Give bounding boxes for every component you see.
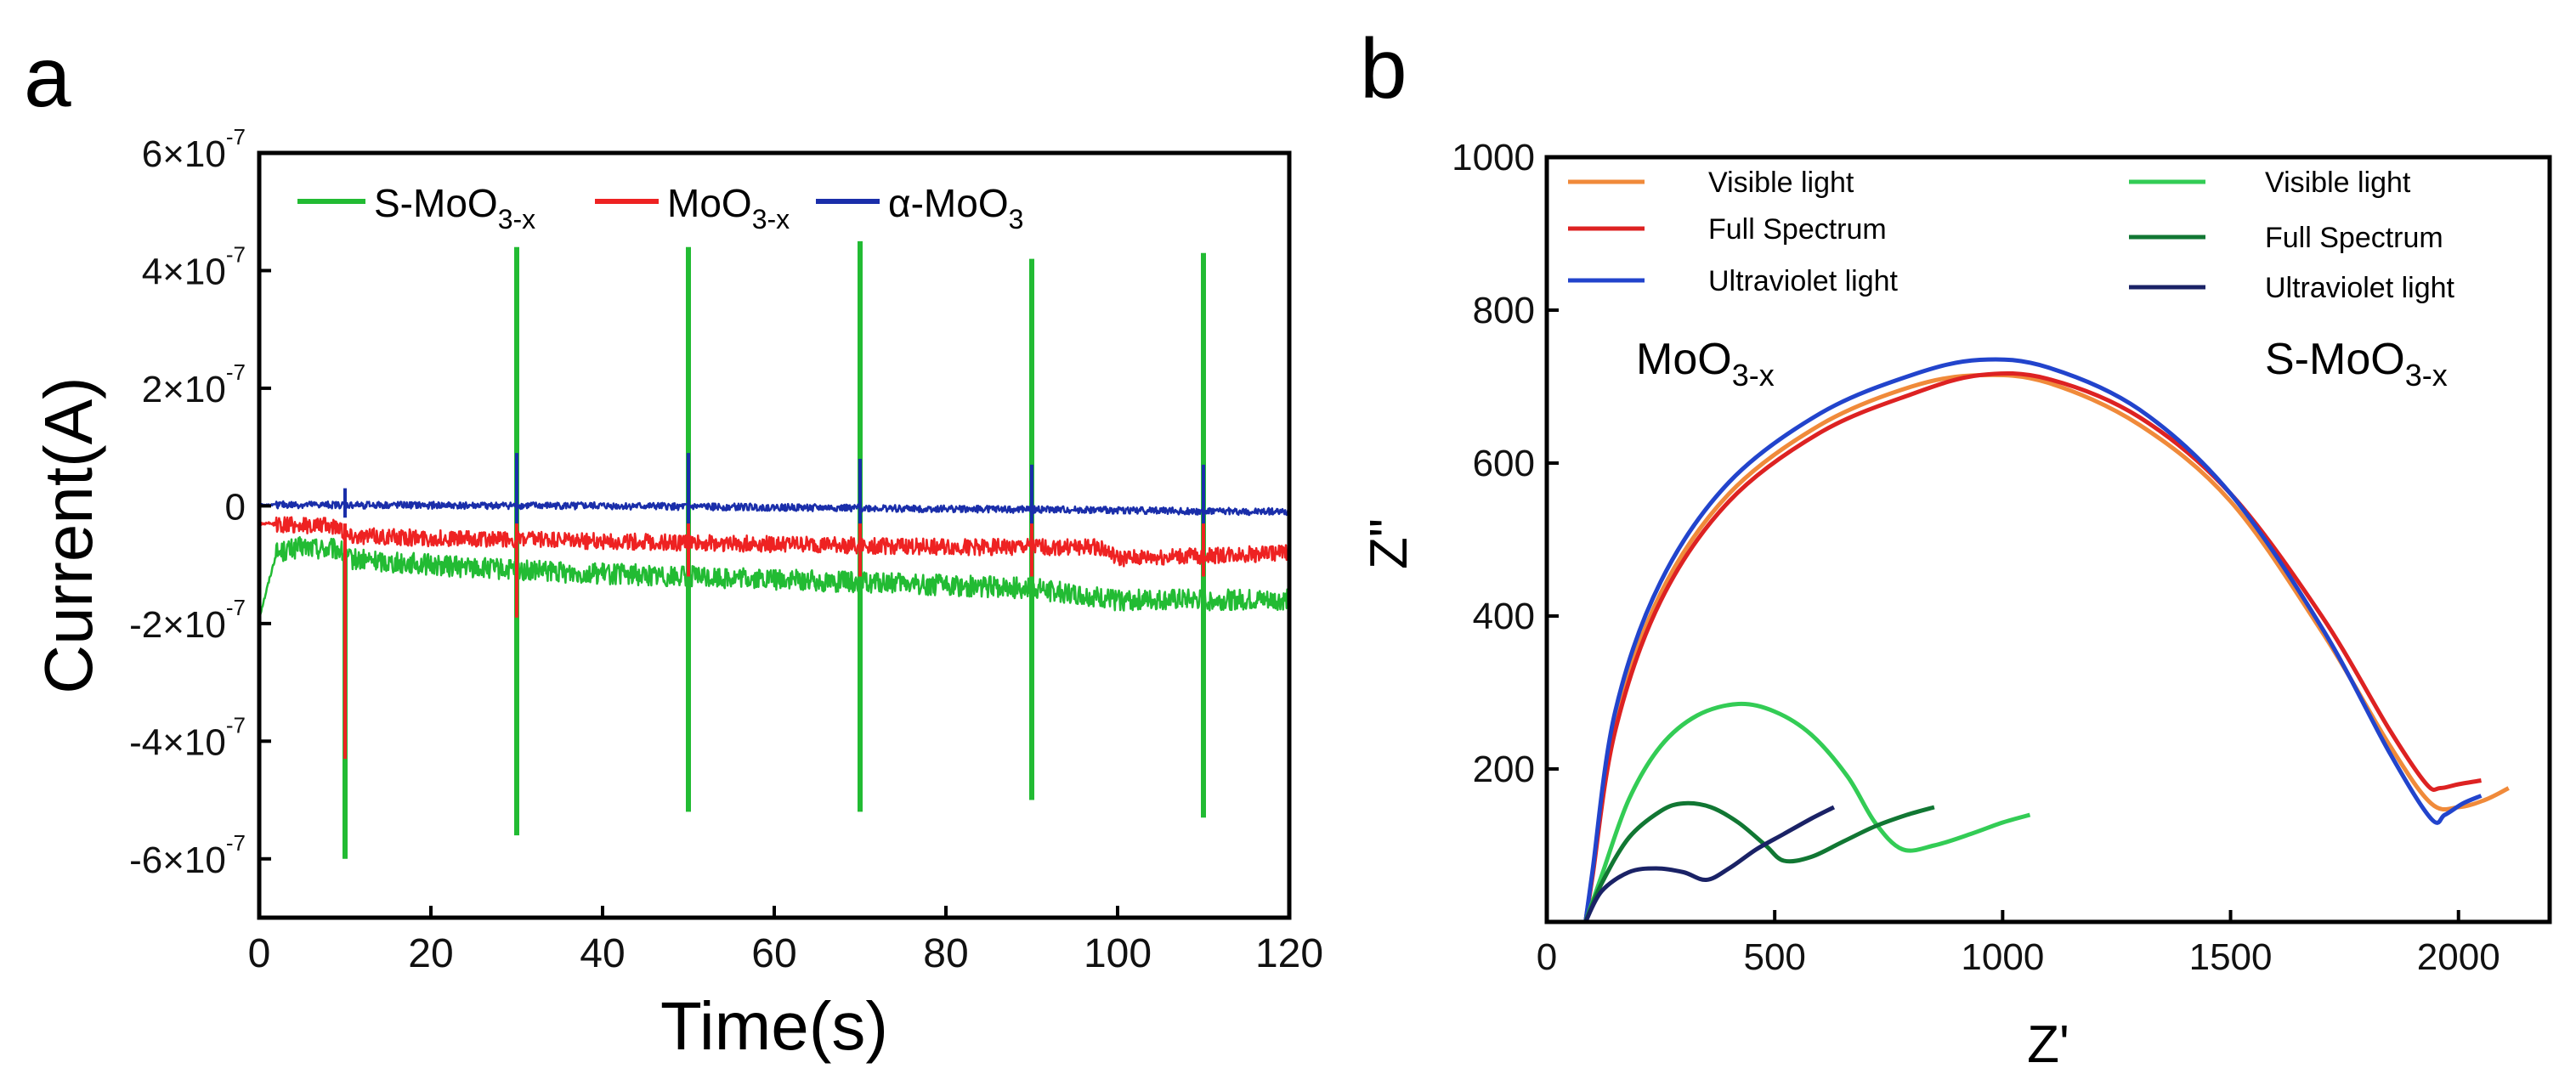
legend-b-label-smoo3x-visible: Visible light [2265, 167, 2411, 199]
legend-b-label-moo3x-visible: Visible light [1708, 167, 1854, 199]
chart-a-ytick-label: 4×10-7 [142, 241, 246, 292]
legend-a-label-alpha-moo3: α-MoO3 [888, 181, 1023, 235]
chart-b-legend: Visible light Full Spectrum Ultraviolet … [1568, 167, 2455, 304]
series-moo3-x-line [258, 516, 1291, 568]
chart-a-ylabel: Current(A) [31, 376, 106, 693]
chart-b-ytick-label: 400 [1473, 596, 1535, 637]
annotation-moo3x: MoO3-x [1636, 335, 1775, 393]
chart-b-xtick-label: 1500 [2189, 936, 2273, 978]
legend-b-label-moo3x-uv: Ultraviolet light [1708, 265, 1899, 297]
chart-b-xtick-label: 2000 [2417, 936, 2500, 978]
chart-b-ytick-label: 200 [1473, 749, 1535, 790]
series-s-moo3-x-ultraviolet-light-line [1583, 805, 1836, 924]
series-moo3-line [258, 500, 1291, 517]
chart-a: 0 20 40 60 80 100 120 6×10-7 4×10-7 2×10-7 0 -2×10-… [31, 124, 1323, 1064]
chart-b-xtick-label: 500 [1743, 936, 1805, 978]
chart-a-ytick-label: -4×10-7 [129, 712, 246, 763]
chart-a-ytick-label: -2×10-7 [129, 595, 246, 646]
chart-a-ytick-label: 6×10-7 [142, 124, 246, 175]
legend-b-label-smoo3x-full: Full Spectrum [2265, 222, 2443, 254]
chart-a-xtick-label: 20 [408, 931, 453, 976]
series-moo3-x-ultraviolet-light-line [1583, 357, 2483, 923]
chart-b-ylabel: Z" [1360, 518, 1418, 569]
chart-b-ytick-label: 1000 [1452, 137, 1535, 178]
chart-b-xtick-label: 1000 [1961, 936, 2044, 978]
chart-a-xtick-label: 60 [751, 931, 796, 976]
legend-b-label-smoo3x-uv: Ultraviolet light [2265, 272, 2455, 304]
chart-a-xtick-label: 80 [923, 931, 968, 976]
panel-label-a: a [24, 30, 71, 125]
chart-a-xtick-label: 40 [580, 931, 625, 976]
chart-a-ticks: 0 20 40 60 80 100 120 6×10-7 4×10-7 2×10-7 0 -2×10-… [129, 124, 1323, 976]
chart-b-ticks: 0 500 1000 1500 2000 200 400 600 800 1000 [1452, 137, 2500, 978]
series-moo3-x-visible-light-line [1583, 372, 2510, 923]
series-s-moo3-x-line [258, 535, 1291, 619]
chart-a-xtick-label: 120 [1255, 931, 1323, 976]
chart-a-series-layer [258, 240, 1291, 859]
chart-b: 0 500 1000 1500 2000 200 400 600 800 1000 Visible… [1360, 137, 2552, 1074]
chart-a-ytick-label: 2×10-7 [142, 359, 246, 410]
chart-a-xlabel: Time(s) [660, 988, 888, 1064]
chart-b-xtick-label: 0 [1537, 936, 1557, 978]
legend-b-label-moo3x-full: Full Spectrum [1708, 213, 1887, 246]
annotation-smoo3x: S-MoO3-x [2265, 335, 2448, 393]
series-moo3-x-full-spectrum-line [1583, 370, 2482, 923]
chart-b-ytick-label: 600 [1473, 443, 1535, 484]
chart-b-xlabel: Z' [2027, 1015, 2069, 1074]
series-s-moo3-x-full-spectrum-line [1583, 800, 1935, 923]
chart-a-xtick-label: 0 [248, 931, 271, 976]
legend-a-label-moo3x: MoO3-x [667, 181, 790, 235]
chart-a-ytick-label: -6×10-7 [129, 830, 246, 881]
chart-b-ytick-label: 800 [1473, 290, 1535, 331]
chart-a-legend: S-MoO3-x MoO3-x α-MoO3 [297, 181, 1023, 235]
chart-b-series-layer [1583, 357, 2510, 924]
panel-label-b: b [1360, 21, 1407, 116]
chart-a-xtick-label: 100 [1084, 931, 1152, 976]
series-s-moo3-x-visible-light-line [1583, 701, 2031, 923]
chart-b-frame [1544, 155, 2552, 924]
chart-a-ytick-label: 0 [225, 486, 246, 528]
legend-a-label-smoo3x: S-MoO3-x [374, 181, 535, 235]
